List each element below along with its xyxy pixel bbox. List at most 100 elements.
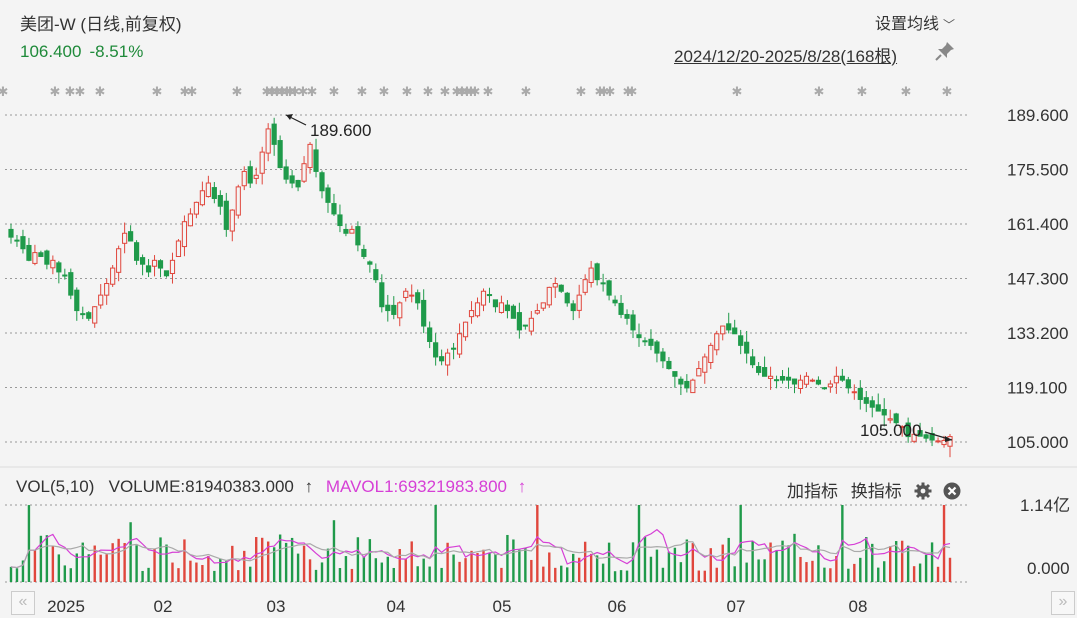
volume-bar (45, 535, 49, 582)
volume-bar (775, 550, 778, 582)
candle-body (534, 310, 540, 314)
candle-body (702, 356, 708, 373)
candle-body (893, 413, 899, 424)
candle-body (947, 436, 953, 447)
event-marker-icon: ✱ (0, 84, 8, 99)
close-icon[interactable] (943, 482, 961, 500)
time-tick-label: 2025 (47, 597, 85, 616)
candle-body (271, 123, 277, 145)
candle-body (648, 338, 654, 346)
candle-body (247, 166, 253, 184)
scroll-left-button[interactable]: « (11, 591, 35, 615)
volume-bar (123, 543, 126, 582)
volume-bar (948, 557, 952, 582)
candle-body (588, 267, 594, 283)
candle-body (373, 269, 379, 281)
candle-body (863, 397, 869, 404)
volume-bar (518, 549, 521, 582)
event-marker-icon: ✱ (452, 84, 463, 99)
volume-bar (859, 557, 862, 582)
volume-bar (237, 570, 240, 582)
switch-indicator-button[interactable]: 换指标 (850, 482, 902, 501)
candle-body (594, 263, 600, 281)
volume-bar (266, 541, 270, 582)
volume-bar (105, 554, 108, 582)
candle-body (337, 214, 343, 227)
candle-body (319, 172, 325, 192)
candle-body (684, 380, 690, 389)
candle-body (133, 242, 140, 261)
price-tick-label: 189.600 (1007, 106, 1068, 125)
scroll-right-button[interactable]: » (1051, 591, 1075, 615)
volume-bar (625, 570, 629, 582)
candle-body (827, 383, 833, 388)
volume-bar (213, 570, 216, 582)
event-marker-icon: ✱ (50, 84, 61, 99)
volume-bar (356, 537, 360, 582)
volume-bar (99, 554, 102, 582)
volume-bar (631, 542, 635, 582)
candle-body (899, 426, 905, 429)
candle-body (917, 430, 923, 437)
volume-bar (673, 547, 677, 582)
candle-body (397, 302, 403, 319)
candle-body (223, 200, 229, 230)
volume-bar (841, 505, 844, 582)
volume-bar (871, 543, 874, 582)
volume-bar (619, 570, 623, 582)
candle-body (797, 379, 804, 389)
candle-body (714, 333, 720, 351)
event-marker-icon: ✱ (595, 84, 606, 99)
candle-body (468, 310, 475, 318)
date-range-selector[interactable]: 2024/12/20-2025/8/28(168根) (674, 47, 898, 66)
volume-bar (278, 534, 282, 582)
candle-body (600, 282, 606, 285)
volume-bar (69, 568, 73, 582)
gear-icon[interactable] (914, 482, 932, 500)
volume-bar (733, 566, 736, 582)
volume-bar (75, 553, 78, 582)
volume-bar (536, 505, 539, 582)
volume-bar (691, 543, 695, 582)
candle-body (851, 391, 857, 394)
volume-bar (643, 537, 647, 582)
candle-body (20, 236, 26, 250)
candle-body (26, 244, 32, 261)
volume-bar (231, 545, 234, 582)
volume-bar (577, 557, 581, 582)
candle-body (732, 327, 738, 335)
low-arrowhead (945, 436, 952, 442)
candle-body (235, 186, 241, 216)
candle-body (211, 187, 217, 199)
ma-setting-button[interactable]: 设置均线 ﹀ (875, 10, 955, 34)
candle-body (941, 439, 947, 446)
candle-body (660, 351, 666, 362)
volume-bar (338, 568, 342, 582)
volume-bar (542, 566, 545, 582)
volume-bar (33, 550, 37, 582)
volume-bar (482, 549, 485, 582)
candle-body (911, 433, 917, 442)
candle-body (540, 302, 546, 309)
volume-bar (715, 567, 718, 582)
candle-body (582, 279, 588, 293)
candle-body (767, 375, 774, 379)
price-grid (5, 114, 970, 443)
volume-bar (912, 566, 916, 582)
volume-bar (189, 560, 192, 582)
volume-bar (219, 558, 222, 582)
volume-bar (195, 562, 198, 582)
candle-body (265, 128, 271, 154)
event-marker-icon: ✱ (423, 84, 434, 99)
price-tick-label: 161.400 (1007, 215, 1068, 234)
vol-label: VOL(5,10) (16, 477, 95, 496)
candle-body (516, 312, 522, 331)
add-indicator-button[interactable]: 加指标 (787, 482, 838, 501)
volume-bar (655, 549, 659, 582)
candle-body (421, 299, 427, 327)
chevron-down-icon: ﹀ (942, 18, 955, 32)
volume-bar (410, 541, 413, 582)
pin-icon[interactable] (934, 40, 956, 62)
candle-body (666, 360, 672, 370)
